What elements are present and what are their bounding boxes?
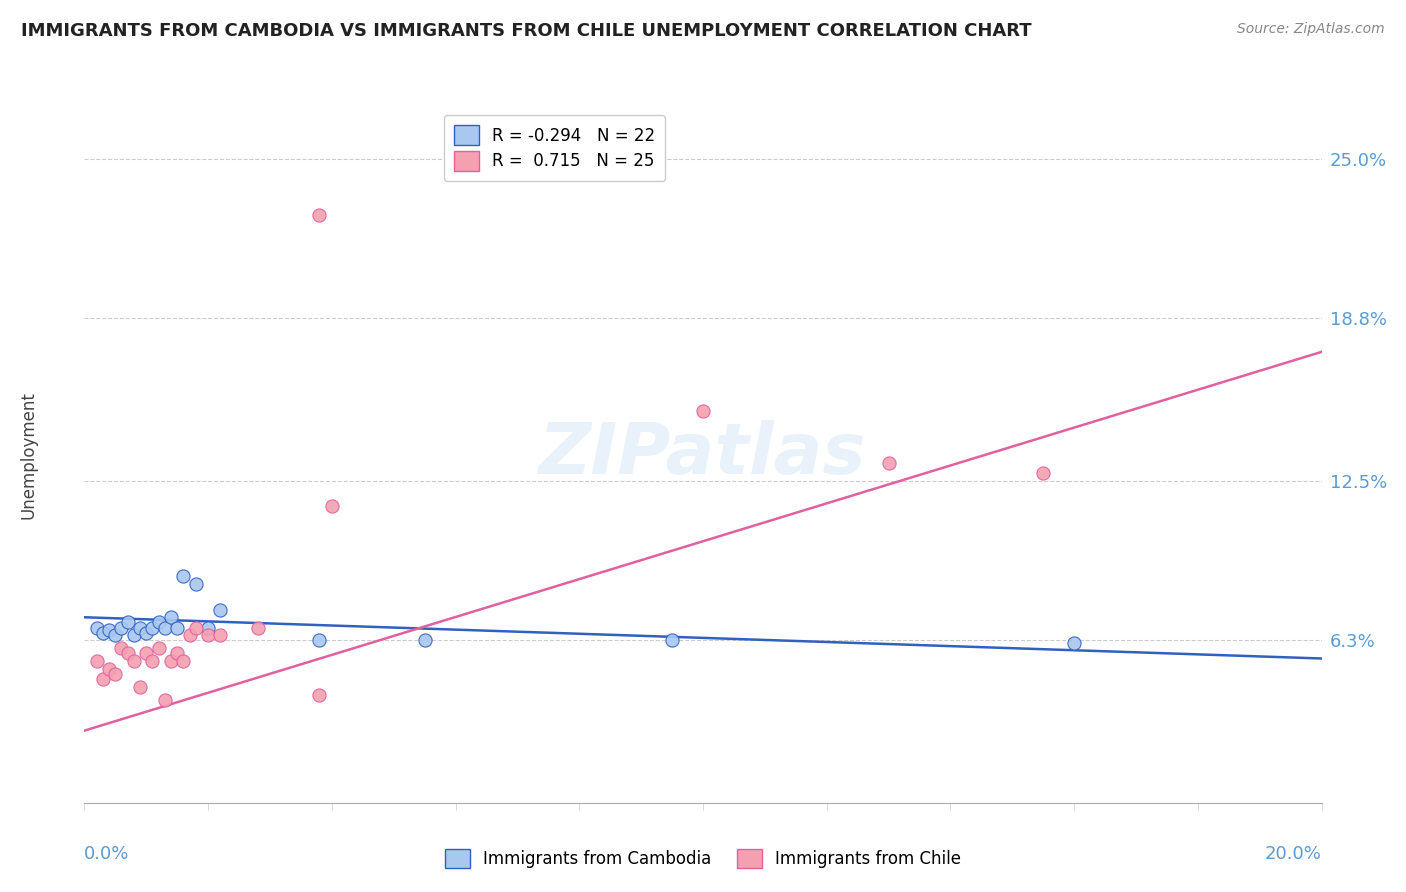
Text: Source: ZipAtlas.com: Source: ZipAtlas.com bbox=[1237, 22, 1385, 37]
Point bbox=[104, 667, 127, 681]
Point bbox=[122, 628, 145, 642]
Point bbox=[166, 621, 188, 635]
Point bbox=[104, 628, 127, 642]
Point bbox=[129, 621, 152, 635]
Point bbox=[166, 646, 188, 660]
Point bbox=[117, 615, 139, 630]
Point bbox=[141, 621, 163, 635]
Point bbox=[98, 623, 121, 637]
Point bbox=[172, 569, 194, 583]
Point bbox=[413, 633, 436, 648]
Text: Unemployment: Unemployment bbox=[20, 391, 38, 519]
Point bbox=[153, 692, 176, 706]
Point bbox=[308, 633, 330, 648]
Point bbox=[172, 654, 194, 668]
Point bbox=[135, 625, 157, 640]
Point bbox=[91, 625, 114, 640]
Point bbox=[209, 602, 232, 616]
Point bbox=[209, 628, 232, 642]
Point bbox=[129, 680, 152, 694]
Point bbox=[141, 654, 163, 668]
Point bbox=[246, 621, 269, 635]
Point bbox=[197, 628, 219, 642]
Point bbox=[1063, 636, 1085, 650]
Point bbox=[86, 654, 108, 668]
Point bbox=[160, 654, 183, 668]
Text: ZIPatlas: ZIPatlas bbox=[540, 420, 866, 490]
Text: IMMIGRANTS FROM CAMBODIA VS IMMIGRANTS FROM CHILE UNEMPLOYMENT CORRELATION CHART: IMMIGRANTS FROM CAMBODIA VS IMMIGRANTS F… bbox=[21, 22, 1032, 40]
Legend: Immigrants from Cambodia, Immigrants from Chile: Immigrants from Cambodia, Immigrants fro… bbox=[439, 842, 967, 875]
Point bbox=[308, 208, 330, 222]
Point bbox=[160, 610, 183, 624]
Point bbox=[1032, 466, 1054, 480]
Point bbox=[98, 662, 121, 676]
Point bbox=[135, 646, 157, 660]
Point bbox=[661, 633, 683, 648]
Point bbox=[148, 615, 170, 630]
Point bbox=[110, 641, 132, 656]
Point bbox=[184, 576, 207, 591]
Point bbox=[148, 641, 170, 656]
Point bbox=[197, 621, 219, 635]
Text: 20.0%: 20.0% bbox=[1265, 845, 1322, 863]
Point bbox=[692, 404, 714, 418]
Point bbox=[179, 628, 201, 642]
Text: 0.0%: 0.0% bbox=[84, 845, 129, 863]
Point bbox=[110, 621, 132, 635]
Point bbox=[117, 646, 139, 660]
Point bbox=[86, 621, 108, 635]
Point bbox=[321, 500, 343, 514]
Point bbox=[91, 672, 114, 686]
Legend: R = -0.294   N = 22, R =  0.715   N = 25: R = -0.294 N = 22, R = 0.715 N = 25 bbox=[444, 115, 665, 180]
Point bbox=[153, 621, 176, 635]
Point bbox=[308, 688, 330, 702]
Point bbox=[122, 654, 145, 668]
Point bbox=[877, 456, 900, 470]
Point bbox=[184, 621, 207, 635]
